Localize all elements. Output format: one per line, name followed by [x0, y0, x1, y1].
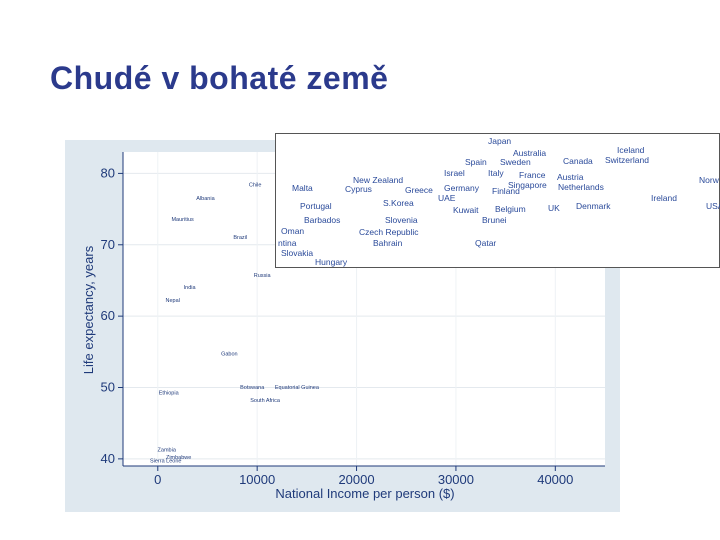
data-point-label: Chile	[249, 182, 262, 188]
x-axis: 0 10000 20000 30000 40000	[123, 465, 605, 487]
data-point-label: Russia	[254, 273, 272, 279]
inset-country-label: Iceland	[617, 145, 645, 155]
inset-country-label: Germany	[444, 183, 480, 193]
data-point-label: Botswana	[240, 385, 265, 391]
inset-country-label: Austria	[557, 172, 584, 182]
data-point-label: Zimbabwe	[166, 455, 191, 461]
inset-country-label: Singapore	[508, 180, 547, 190]
inset-country-label: Brunei	[482, 215, 507, 225]
inset-country-label: Japan	[488, 136, 511, 146]
y-tick-label: 40	[101, 451, 115, 466]
inset-country-label: Sweden	[500, 157, 531, 167]
x-tick-label: 0	[154, 472, 161, 487]
inset-country-label: USA	[706, 201, 720, 211]
inset-panel: Japan Australia Iceland Spain Sweden Canada Sw…	[275, 133, 720, 268]
inset-country-label: Portugal	[300, 201, 332, 211]
y-tick-label: 50	[101, 380, 115, 395]
inset-country-label: Hungary	[315, 257, 348, 267]
inset-country-label: S.Korea	[383, 198, 414, 208]
slide-title: Chudé v bohaté země	[50, 60, 389, 96]
inset-country-label: ntina	[278, 238, 297, 248]
x-tick-label: 40000	[537, 472, 573, 487]
inset-country-label: Australia	[513, 148, 546, 158]
inset-country-label: Italy	[488, 168, 504, 178]
inset-country-label: Switzerland	[605, 155, 649, 165]
inset-country-label: New Zealand	[353, 175, 403, 185]
inset-country-label: UK	[548, 203, 560, 213]
x-axis-title: National Income per person ($)	[275, 486, 454, 501]
y-axis-title: Life expectancy, years	[81, 245, 96, 374]
data-point-label: Sierra Leone	[150, 458, 182, 464]
inset-country-label: Bahrain	[373, 238, 403, 248]
y-tick-label: 60	[101, 308, 115, 323]
inset-country-label: Oman	[281, 226, 304, 236]
inset-country-label: Qatar	[475, 238, 496, 248]
inset-country-label: Spain	[465, 157, 487, 167]
inset-country-label: France	[519, 170, 546, 180]
inset-country-label: Netherlands	[558, 182, 604, 192]
inset-country-label: Kuwait	[453, 205, 479, 215]
inset-country-label: Cyprus	[345, 184, 372, 194]
inset-country-label: Norw	[699, 175, 720, 185]
inset-country-label: Belgium	[495, 204, 526, 214]
x-tick-label: 30000	[438, 472, 474, 487]
inset-country-label: Czech Republic	[359, 227, 419, 237]
inset-country-label: Ireland	[651, 193, 677, 203]
data-point-label: Brazil	[233, 235, 247, 241]
data-point-label: Mauritius	[171, 217, 194, 223]
inset-country-label: UAE	[438, 193, 456, 203]
inset-country-label: Finland	[492, 186, 520, 196]
y-axis: 40 50 60 70 80	[101, 152, 124, 466]
data-point-label: Equatorial Guinea	[275, 385, 320, 391]
data-point-label: Gabon	[221, 351, 238, 357]
data-point-label: South Africa	[250, 398, 281, 404]
inset-country-label: Canada	[563, 156, 593, 166]
inset-country-label: Barbados	[304, 215, 340, 225]
data-point-label: Ethiopia	[159, 391, 180, 397]
inset-country-label: Slovenia	[385, 215, 418, 225]
data-point-label: Nepal	[166, 298, 180, 304]
inset-country-label: Israel	[444, 168, 465, 178]
data-point-label: Albania	[196, 196, 215, 202]
y-tick-label: 80	[101, 165, 115, 180]
x-tick-label: 10000	[239, 472, 275, 487]
data-point-label: India	[184, 285, 197, 291]
inset-country-label: Slovakia	[281, 248, 313, 258]
inset-country-label: Greece	[405, 185, 433, 195]
inset-country-label: Malta	[292, 183, 313, 193]
y-tick-label: 70	[101, 237, 115, 252]
x-tick-label: 20000	[338, 472, 374, 487]
data-point-label: Zambia	[158, 448, 177, 454]
inset-country-label: Denmark	[576, 201, 611, 211]
